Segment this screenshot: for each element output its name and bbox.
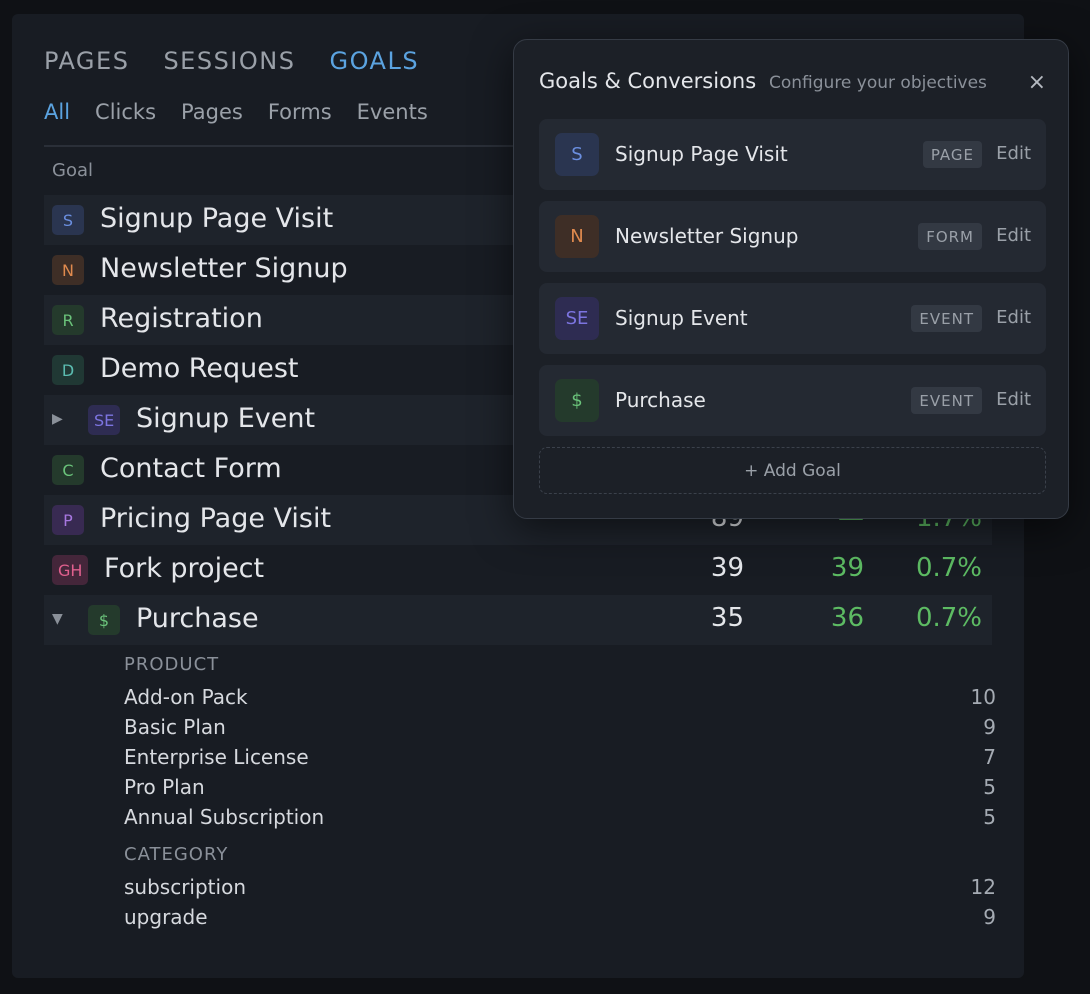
table-row[interactable]: D Demo Request — [44, 345, 992, 395]
goal-name: Registration — [100, 303, 263, 334]
filter-events[interactable]: Events — [356, 100, 428, 124]
breakdown-name: Add-on Pack — [124, 685, 248, 709]
tab-goals[interactable]: GOALS — [329, 47, 420, 75]
breakdown-value: 10 — [970, 685, 996, 709]
goal-badge: SE — [88, 405, 121, 435]
breakdown-value: 12 — [970, 875, 996, 899]
edit-button[interactable]: Edit — [996, 389, 1031, 410]
goal-name: Purchase — [615, 388, 706, 412]
goal-name: Newsletter Signup — [100, 253, 348, 284]
table-row[interactable]: C Contact Form — [44, 445, 992, 495]
goals-popup: Goals & Conversions Configure your objec… — [513, 39, 1069, 519]
goal-name: Contact Form — [100, 453, 282, 484]
table-row[interactable]: N Newsletter Signup — [44, 245, 992, 295]
goal-name: Pricing Page Visit — [100, 503, 332, 534]
goal-badge: $ — [88, 605, 120, 635]
conversions-value: 39 — [830, 553, 864, 583]
breakdown-row[interactable]: subscription 12 — [124, 875, 996, 905]
goal-name: Newsletter Signup — [615, 224, 799, 248]
breakdown-row[interactable]: Pro Plan 5 — [124, 775, 996, 805]
breakdown-value: 9 — [983, 715, 996, 739]
filter-bar: All Clicks Pages Forms Events — [44, 100, 428, 124]
popup-goal-item: S Signup Page Visit PAGE Edit — [539, 119, 1046, 190]
close-icon[interactable]: × — [1027, 70, 1046, 95]
popup-title: Goals & Conversions — [539, 69, 757, 93]
tab-sessions[interactable]: SESSIONS — [163, 47, 296, 75]
goal-type-badge: PAGE — [922, 141, 982, 168]
goal-badge: S — [52, 205, 84, 235]
table-row[interactable]: GH Fork project 39 39 0.7% — [44, 545, 992, 595]
goal-icon: S — [555, 133, 599, 176]
goal-type-badge: EVENT — [911, 387, 982, 414]
breakdown-name: subscription — [124, 875, 246, 899]
filter-forms[interactable]: Forms — [267, 100, 332, 124]
tab-bar: PAGES SESSIONS GOALS — [44, 47, 419, 75]
breakdown-row[interactable]: Annual Subscription 5 — [124, 805, 996, 835]
goal-badge: D — [52, 355, 84, 385]
goal-icon: N — [555, 215, 599, 258]
edit-button[interactable]: Edit — [996, 225, 1031, 246]
visitors-value: 35 — [710, 603, 744, 633]
category-section-header: CATEGORY — [124, 844, 229, 865]
goal-name: Fork project — [104, 553, 265, 584]
popup-goal-item: N Newsletter Signup FORM Edit — [539, 201, 1046, 272]
breakdown-name: Enterprise License — [124, 745, 309, 769]
table-row[interactable]: ▼ $ Purchase 35 36 0.7% — [44, 595, 992, 645]
breakdown-name: Pro Plan — [124, 775, 205, 799]
goal-name: Demo Request — [100, 353, 299, 384]
chevron-down-icon[interactable]: ▼ — [52, 611, 63, 627]
breakdown-name: Basic Plan — [124, 715, 226, 739]
breakdown-name: Annual Subscription — [124, 805, 325, 829]
edit-button[interactable]: Edit — [996, 307, 1031, 328]
breakdown-value: 7 — [983, 745, 996, 769]
goal-type-badge: EVENT — [911, 305, 982, 332]
product-section-header: PRODUCT — [124, 654, 220, 675]
popup-goal-item: SE Signup Event EVENT Edit — [539, 283, 1046, 354]
chevron-right-icon[interactable]: ▶ — [52, 411, 63, 427]
visitors-value: 39 — [710, 553, 744, 583]
goal-badge: GH — [52, 555, 89, 585]
goal-name: Signup Event — [615, 306, 748, 330]
goal-column-header: Goal — [52, 160, 93, 181]
filter-clicks[interactable]: Clicks — [95, 100, 157, 124]
breakdown-value: 5 — [983, 775, 996, 799]
filter-all[interactable]: All — [44, 100, 71, 124]
goal-name: Signup Page Visit — [615, 142, 788, 166]
goal-name: Signup Page Visit — [100, 203, 334, 234]
goal-name: Signup Event — [136, 403, 316, 434]
edit-button[interactable]: Edit — [996, 143, 1031, 164]
conversions-value: 36 — [830, 603, 864, 633]
popup-subtitle: Configure your objectives — [769, 73, 987, 93]
conversion-rate-value: 0.7% — [915, 603, 982, 633]
breakdown-row[interactable]: Enterprise License 7 — [124, 745, 996, 775]
conversion-rate-value: 0.7% — [915, 553, 982, 583]
goal-icon: SE — [555, 297, 599, 340]
tab-pages[interactable]: PAGES — [44, 47, 130, 75]
breakdown-value: 9 — [983, 905, 996, 929]
breakdown-row[interactable]: upgrade 9 — [124, 905, 996, 935]
goal-badge: C — [52, 455, 84, 485]
goal-icon: $ — [555, 379, 599, 422]
goal-badge: P — [52, 505, 84, 535]
goal-badge: R — [52, 305, 84, 335]
filter-pages[interactable]: Pages — [181, 100, 243, 124]
goal-name: Purchase — [136, 603, 259, 634]
breakdown-value: 5 — [983, 805, 996, 829]
goal-badge: N — [52, 255, 84, 285]
goal-type-badge: FORM — [918, 223, 982, 250]
popup-goal-item: $ Purchase EVENT Edit — [539, 365, 1046, 436]
breakdown-row[interactable]: Add-on Pack 10 — [124, 685, 996, 715]
breakdown-name: upgrade — [124, 905, 208, 929]
add-goal-button[interactable]: + Add Goal — [539, 447, 1046, 494]
breakdown-row[interactable]: Basic Plan 9 — [124, 715, 996, 745]
